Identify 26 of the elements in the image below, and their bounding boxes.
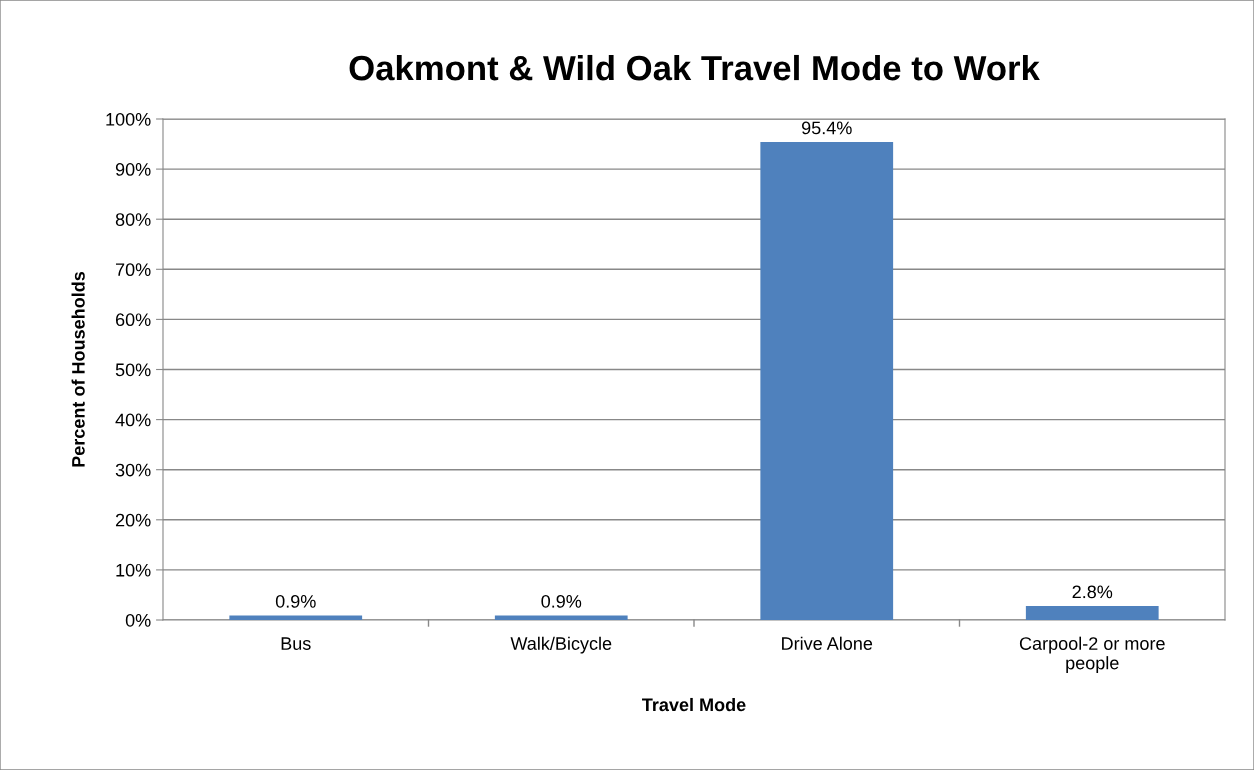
y-tick-label: 50% xyxy=(115,363,151,377)
data-label: 0.9% xyxy=(275,594,316,608)
y-tick-label: 90% xyxy=(115,163,151,176)
y-tick-label: 60% xyxy=(115,313,151,327)
y-tick-label: 30% xyxy=(115,463,151,477)
bar xyxy=(1025,605,1159,620)
y-tick-label: 40% xyxy=(115,413,151,427)
y-tick-label: 0% xyxy=(125,613,151,627)
y-axis-title: Percent of Households xyxy=(71,271,85,467)
x-tick-label: Carpool-2 or more people xyxy=(1019,636,1165,673)
data-label: 95.4% xyxy=(802,121,852,135)
x-tick-label: Walk/Bicycle xyxy=(510,636,612,654)
chart-title: Oakmont & Wild Oak Travel Mode to Work xyxy=(349,54,1040,81)
data-label: 0.9% xyxy=(541,594,582,608)
bar xyxy=(229,615,363,620)
y-tick-label: 10% xyxy=(116,563,151,577)
y-tick-label: 80% xyxy=(115,213,151,226)
data-label: 2.8% xyxy=(1072,585,1113,599)
y-tick-label: 70% xyxy=(115,263,151,277)
y-tick-label: 100% xyxy=(106,112,151,126)
y-tick-label: 20% xyxy=(115,513,151,527)
x-tick-label: Drive Alone xyxy=(782,636,873,650)
x-tick-label: Bus xyxy=(281,637,311,650)
x-axis-title: Travel Mode xyxy=(642,697,746,712)
bar xyxy=(760,142,894,620)
bar xyxy=(494,615,628,620)
